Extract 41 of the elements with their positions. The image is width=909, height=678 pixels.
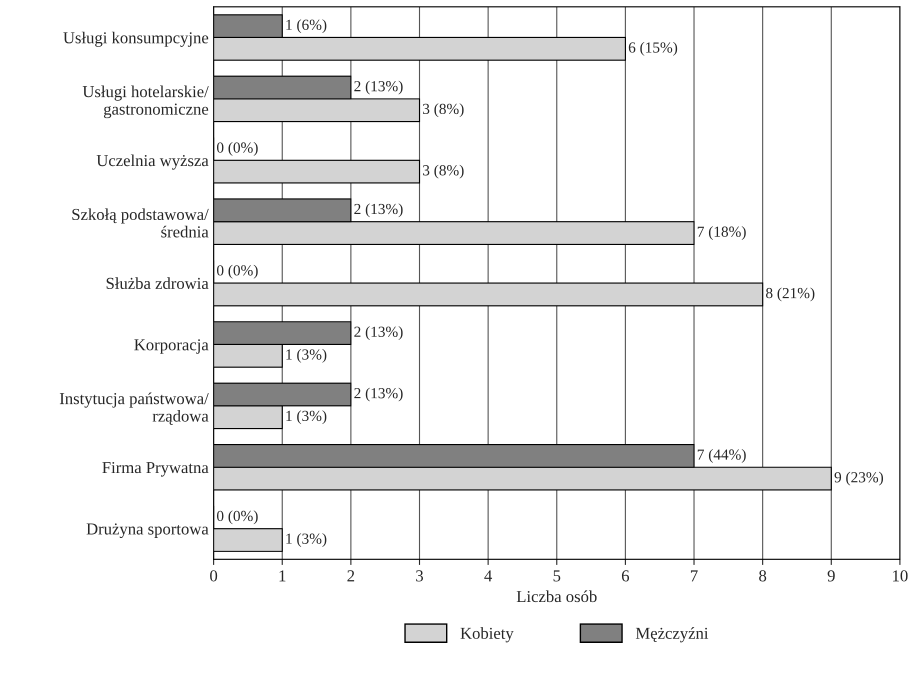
data-label: 0 (0%) <box>216 142 258 156</box>
y-tick-label: Instytucja państwowa/ rządowa <box>60 392 209 425</box>
data-label: 7 (44%) <box>698 448 746 463</box>
x-tick-label: 4 <box>484 570 492 582</box>
x-axis-title: Liczba osób <box>516 590 597 602</box>
data-label: 1 (3%) <box>286 348 326 363</box>
data-label: 3 (8%) <box>423 103 464 118</box>
data-label: 7 (18%) <box>698 226 746 240</box>
y-tick-label: Korporacja <box>134 339 209 354</box>
data-label: 9 (23%) <box>834 472 884 486</box>
data-label: 3 (8%) <box>423 164 464 179</box>
data-label: 1 (3%) <box>286 410 326 424</box>
data-label: 1 (3%) <box>286 533 326 547</box>
data-label: 1 (6%) <box>286 19 326 34</box>
x-tick-label: 7 <box>690 570 698 582</box>
data-label: 0 (0%) <box>216 510 258 524</box>
data-label: 0 (0%) <box>216 264 258 279</box>
data-label: 8 (21%) <box>766 287 814 302</box>
data-label: 2 (13%) <box>354 388 403 402</box>
legend-label: Mężczyźni <box>636 627 708 642</box>
x-tick-label: 1 <box>280 570 286 582</box>
data-label: 6 (15%) <box>628 42 678 56</box>
data-label: 2 (13%) <box>354 80 403 94</box>
x-tick-label: 8 <box>759 570 766 582</box>
y-tick-label: Drużyna sportowa <box>86 523 209 538</box>
x-tick-label: 6 <box>622 570 630 582</box>
x-tick-label: 10 <box>893 570 908 582</box>
data-label: 2 (13%) <box>354 326 403 340</box>
y-tick-label: Uczelnia wyższa <box>96 154 209 170</box>
x-tick-label: 2 <box>347 570 354 582</box>
y-tick-label: Usługi hotelarskie/ gastronomiczne <box>82 86 209 118</box>
data-label: 2 (13%) <box>354 203 403 218</box>
x-tick-label: 3 <box>416 570 424 582</box>
x-tick-label: 9 <box>828 570 835 582</box>
legend-label: Kobiety <box>460 627 514 642</box>
y-tick-label: Szkołą podstawowa/ średnia <box>72 208 209 238</box>
x-tick-label: 5 <box>554 570 560 582</box>
x-tick-label: 0 <box>210 570 218 582</box>
y-tick-label: Służba zdrowia <box>106 277 209 290</box>
y-tick-label: Firma Prywatna <box>102 462 209 477</box>
y-tick-label: Usługi konsumpcyjne <box>63 32 208 47</box>
